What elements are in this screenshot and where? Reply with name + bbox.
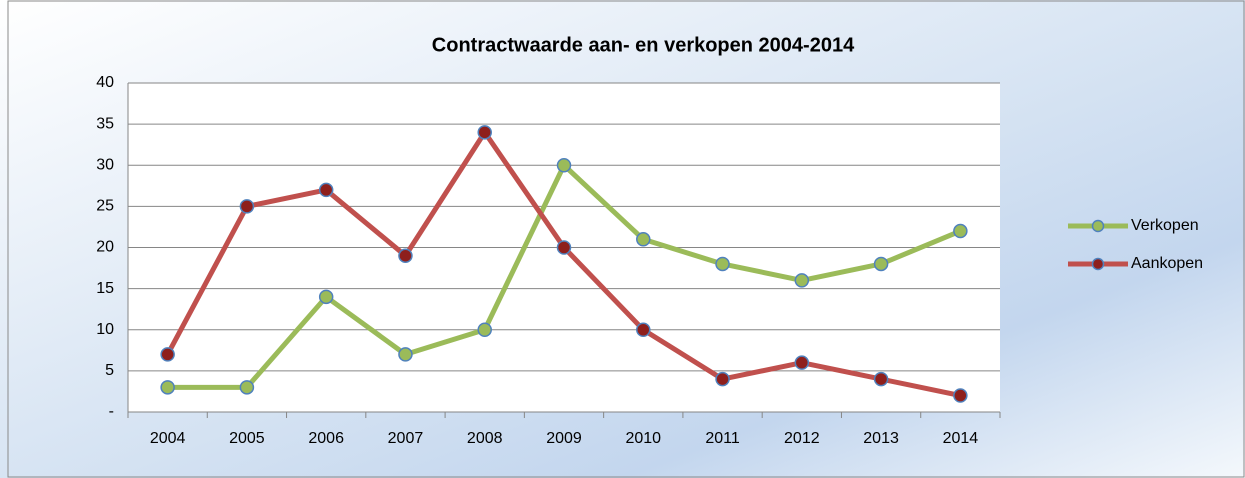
- y-tick-label: 35: [96, 115, 114, 132]
- y-tick-label: 15: [96, 280, 114, 297]
- data-point: [239, 380, 255, 395]
- data-point: [636, 232, 651, 247]
- data-point: [636, 322, 651, 337]
- data-point: [794, 273, 810, 288]
- x-tick-label: 2010: [625, 430, 661, 447]
- x-tick-label: 2007: [388, 430, 424, 447]
- data-point: [873, 256, 889, 272]
- y-tick-label: -: [109, 403, 114, 420]
- y-tick-label: 30: [96, 156, 114, 173]
- chart-border: [7, 0, 1245, 478]
- y-tick-label: 20: [96, 239, 114, 256]
- y-tick-label: 5: [105, 362, 114, 379]
- data-point: [953, 388, 968, 403]
- data-point: [556, 158, 572, 173]
- legend-marker: [1091, 219, 1105, 233]
- data-point: [477, 322, 492, 337]
- data-point: [715, 256, 730, 272]
- x-tick-label: 2011: [705, 430, 740, 447]
- y-tick-label: 10: [96, 321, 114, 338]
- y-tick-label: 25: [96, 198, 114, 215]
- data-point: [477, 125, 492, 140]
- data-point: [953, 223, 968, 239]
- data-point: [794, 355, 810, 370]
- data-point: [318, 182, 334, 198]
- data-point: [398, 347, 413, 362]
- data-point: [318, 289, 334, 305]
- data-point: [873, 371, 889, 387]
- x-tick-label: 2008: [467, 430, 503, 447]
- data-point: [398, 248, 413, 263]
- data-point: [556, 240, 572, 255]
- legend-label: Verkopen: [1131, 217, 1199, 234]
- x-tick-label: 2013: [863, 430, 899, 447]
- x-tick-label: 2006: [308, 430, 344, 447]
- x-tick-label: 2005: [229, 430, 265, 447]
- legend-marker: [1091, 257, 1105, 271]
- x-tick-label: 2014: [943, 430, 979, 447]
- x-tick-label: 2012: [784, 430, 820, 447]
- data-point: [160, 347, 175, 362]
- data-point: [160, 380, 175, 395]
- data-point: [715, 371, 730, 387]
- legend-label: Aankopen: [1131, 255, 1203, 272]
- chart-title: Contractwaarde aan- en verkopen 2004-201…: [432, 34, 855, 56]
- y-tick-label: 40: [96, 74, 114, 91]
- data-point: [239, 199, 255, 214]
- x-tick-label: 2009: [546, 430, 582, 447]
- x-tick-label: 2004: [150, 430, 186, 447]
